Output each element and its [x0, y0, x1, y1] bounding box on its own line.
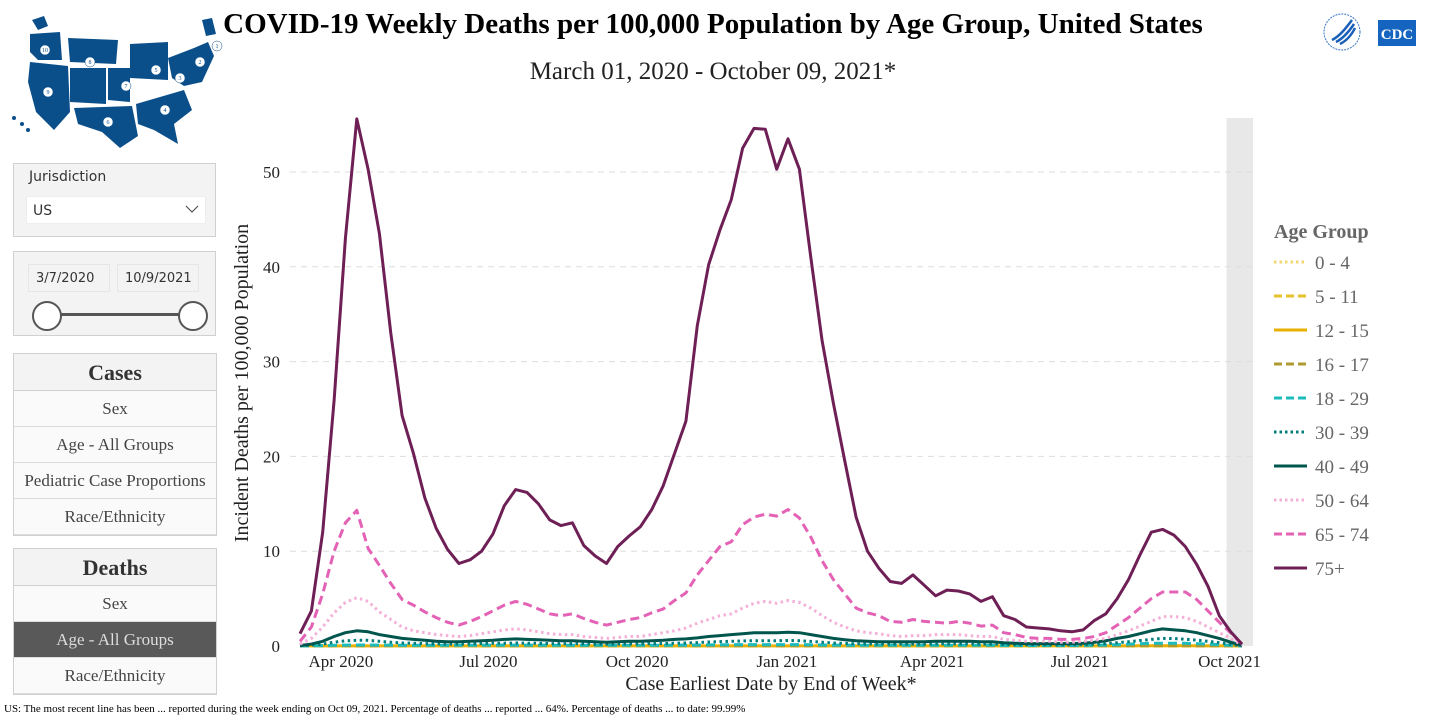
legend-label: 65 - 74 [1315, 525, 1369, 546]
x-tick-label: Jul 2020 [459, 652, 517, 671]
cases-nav-title: Cases [14, 354, 216, 391]
deaths-nav-title: Deaths [14, 549, 216, 586]
date-slider-track[interactable] [58, 313, 198, 316]
cases-nav-sex[interactable]: Sex [14, 391, 216, 427]
y-tick-label: 0 [272, 637, 281, 656]
legend-label: 75+ [1315, 559, 1345, 580]
legend-item[interactable]: 65 - 74 [1274, 525, 1369, 546]
cases-nav: Cases Sex Age - All Groups Pediatric Cas… [13, 353, 217, 536]
region-label: 1 [216, 44, 219, 50]
x-tick-label: Oct 2020 [606, 652, 669, 671]
legend-item[interactable]: 5 - 11 [1274, 287, 1359, 308]
legend-label: 12 - 15 [1315, 321, 1369, 342]
legend-label: 18 - 29 [1315, 389, 1369, 410]
x-axis-title: Case Earliest Date by End of Week* [625, 673, 916, 695]
region-label: 6 [107, 120, 110, 126]
jurisdiction-label: Jurisdiction [29, 169, 106, 185]
deaths-nav-sex[interactable]: Sex [14, 586, 216, 622]
legend-label: 0 - 4 [1315, 253, 1350, 274]
incomplete-data-band [1227, 118, 1253, 646]
end-date-slider-handle[interactable] [178, 301, 208, 331]
cases-nav-age-all-groups[interactable]: Age - All Groups [14, 427, 216, 463]
y-tick-label: 30 [263, 353, 280, 372]
series-line-30-39 [300, 638, 1242, 645]
start-date-slider-handle[interactable] [32, 301, 62, 331]
region-label: 5 [155, 68, 158, 74]
legend-label: 30 - 39 [1315, 423, 1369, 444]
chevron-down-icon [185, 202, 199, 216]
region-label: 2 [199, 60, 202, 66]
region-label: 4 [164, 108, 167, 114]
date-range-slicer: 3/7/2020 10/9/2021 [13, 251, 216, 336]
legend-item[interactable]: 16 - 17 [1274, 355, 1369, 376]
legend-title: Age Group [1274, 221, 1369, 243]
legend-label: 40 - 49 [1315, 457, 1369, 478]
y-axis-title: Incident Deaths per 100,000 Population [231, 224, 253, 542]
footnote: US: The most recent line has been ... re… [4, 703, 745, 715]
legend-label: 50 - 64 [1315, 491, 1369, 512]
region-label: 10 [42, 48, 48, 54]
series-line-75plus [300, 119, 1242, 644]
legend-item[interactable]: 12 - 15 [1274, 321, 1369, 342]
x-tick-label: Jan 2021 [756, 652, 817, 671]
deaths-nav: Deaths Sex Age - All Groups Race/Ethnici… [13, 548, 217, 695]
hhs-eagle-logo [1324, 14, 1360, 50]
legend-item[interactable]: 50 - 64 [1274, 491, 1369, 512]
deaths-nav-race-ethnicity[interactable]: Race/Ethnicity [14, 658, 216, 694]
x-tick-label: Oct 2021 [1198, 652, 1261, 671]
y-tick-label: 40 [263, 258, 280, 277]
series-line-18-29 [300, 643, 1242, 646]
start-date-input[interactable]: 3/7/2020 [28, 264, 110, 292]
cases-nav-pediatric-case-proportions[interactable]: Pediatric Case Proportions [14, 463, 216, 499]
legend-item[interactable]: 40 - 49 [1274, 457, 1369, 478]
legend-label: 5 - 11 [1315, 287, 1359, 308]
legend-item[interactable]: 75+ [1274, 559, 1345, 580]
region-label: 8 [89, 60, 92, 66]
region-label: 9 [47, 90, 50, 96]
hhs-regions-map[interactable]: 1 2 3 4 5 6 7 8 9 10 [8, 12, 223, 152]
jurisdiction-dropdown[interactable]: US [26, 196, 206, 224]
legend-item[interactable]: 30 - 39 [1274, 423, 1369, 444]
end-date-input[interactable]: 10/9/2021 [117, 264, 199, 292]
cdc-logo-text: CDC [1381, 27, 1414, 43]
region-label: 7 [125, 84, 128, 90]
hhs-cdc-logos: CDC [1322, 10, 1422, 56]
legend-item[interactable]: 18 - 29 [1274, 389, 1369, 410]
series-line-40-49 [300, 629, 1242, 646]
legend-label: 16 - 17 [1315, 355, 1369, 376]
x-tick-label: Jul 2021 [1051, 652, 1109, 671]
jurisdiction-filter: Jurisdiction US [13, 163, 216, 237]
cases-nav-race-ethnicity[interactable]: Race/Ethnicity [14, 499, 216, 535]
y-tick-label: 50 [263, 163, 280, 182]
deaths-nav-age-all-groups[interactable]: Age - All Groups [14, 622, 216, 658]
region-label: 3 [179, 76, 182, 82]
legend-item[interactable]: 0 - 4 [1274, 253, 1350, 274]
x-tick-label: Apr 2020 [309, 652, 374, 671]
y-tick-label: 10 [263, 542, 280, 561]
us-map-shape [12, 16, 216, 148]
series-line-65-74 [300, 510, 1242, 645]
x-tick-label: Apr 2021 [900, 652, 965, 671]
jurisdiction-value: US [33, 203, 52, 219]
series-line-50-64 [300, 598, 1242, 645]
y-tick-label: 20 [263, 447, 280, 466]
